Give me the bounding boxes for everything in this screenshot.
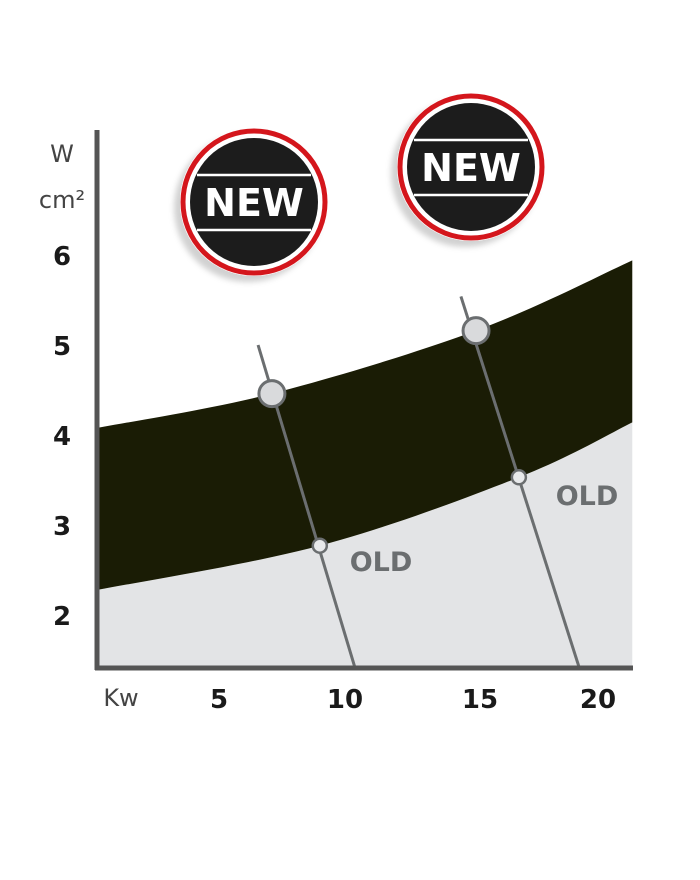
y-tick-label: 3 xyxy=(53,512,71,542)
old-region xyxy=(98,422,633,669)
badge-core xyxy=(190,138,318,266)
old-marker xyxy=(311,537,329,554)
new-badge-1: NEW xyxy=(180,128,328,276)
badge-ring xyxy=(397,93,545,241)
y-unit-top: W xyxy=(50,140,74,168)
y-tick-label: 2 xyxy=(53,602,71,632)
old-marker xyxy=(510,469,528,486)
old-label-1: OLD xyxy=(350,547,413,578)
x-unit: Kw xyxy=(103,684,138,712)
x-tick-label: 20 xyxy=(580,685,616,715)
x-tick-label: 10 xyxy=(327,685,363,715)
new-band xyxy=(98,260,633,590)
badge-core xyxy=(407,103,535,231)
y-unit-bottom: cm² xyxy=(39,186,85,214)
old-label-2: OLD xyxy=(556,481,619,512)
badge-text: NEW xyxy=(204,181,304,225)
x-tick-label: 5 xyxy=(210,685,228,715)
badge-ring xyxy=(180,128,328,276)
y-tick-label: 5 xyxy=(53,332,71,362)
new-marker xyxy=(461,316,491,346)
y-tick-label: 6 xyxy=(53,242,71,272)
new-marker xyxy=(257,379,287,409)
badge-text: NEW xyxy=(421,146,521,190)
new-badge-2: NEW xyxy=(397,93,545,241)
x-tick-label: 15 xyxy=(462,685,498,715)
y-tick-label: 4 xyxy=(53,422,71,452)
